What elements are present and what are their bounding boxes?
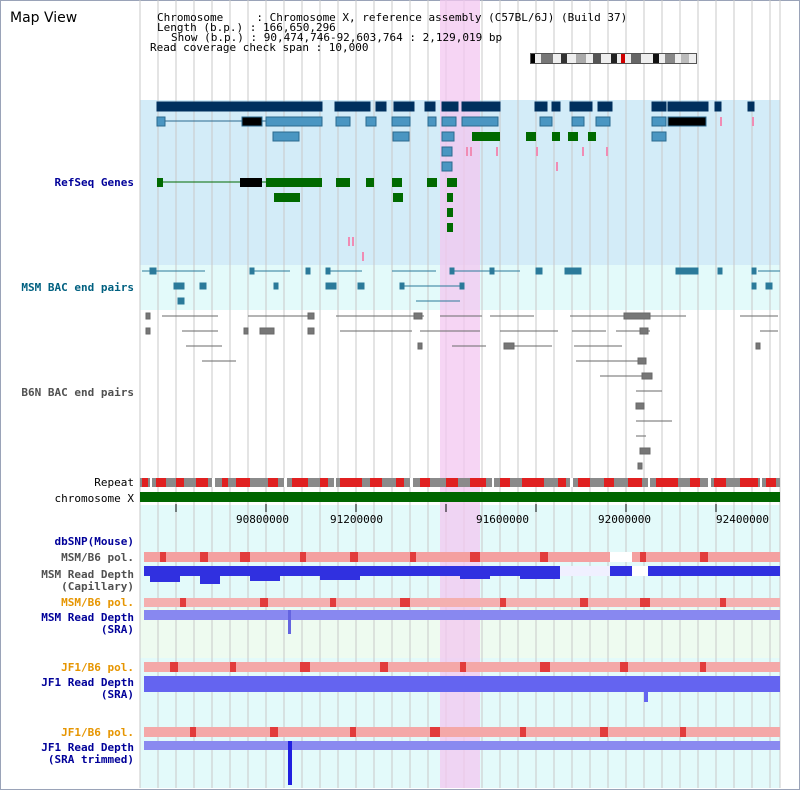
axis-tick-92400000: 92400000 [716, 513, 769, 526]
axis-tick-91200000: 91200000 [330, 513, 383, 526]
info-length: Length (b.p.) : 166,650,296 [157, 21, 336, 34]
msm-b6-pol-track-1 [144, 552, 780, 562]
repeat-track [140, 478, 780, 487]
track-label-jf1-b6-pol-1[interactable]: JF1/B6 pol. [61, 661, 134, 674]
selection-highlight[interactable] [440, 0, 480, 788]
track-label-msm-depth-cap-1[interactable]: MSM Read Depth [41, 568, 134, 581]
info-show: Show (b.p.) : 90,474,746-92,603,764 : 2,… [171, 31, 503, 44]
msm-read-depth-capillary [144, 566, 780, 576]
chromosome-ideogram[interactable] [530, 53, 697, 64]
chromosome-bar [140, 492, 780, 502]
msm-bac-pairs [142, 267, 780, 305]
track-label-msm-b6-pol-2[interactable]: MSM/B6 pol. [61, 596, 134, 609]
track-label-dbsnp[interactable]: dbSNP(Mouse) [54, 535, 134, 548]
page-title: Map View [10, 10, 78, 26]
track-label-jf1-depth-sra-1[interactable]: JF1 Read Depth [41, 676, 134, 689]
track-label-refseq[interactable]: RefSeq Genes [54, 176, 134, 189]
axis-tick-91600000: 91600000 [476, 513, 529, 526]
track-label-msm-depth-sra-1[interactable]: MSM Read Depth [41, 611, 134, 624]
track-label-msm-depth-cap-2[interactable]: (Capillary) [61, 580, 134, 593]
msm-read-depth-sra [144, 610, 780, 620]
track-label-jf1-depth-trim-1[interactable]: JF1 Read Depth [41, 741, 134, 754]
track-label-msm-depth-sra-2[interactable]: (SRA) [100, 623, 134, 636]
msm-b6-pol-track-2 [144, 598, 780, 607]
axis-tick-90800000: 90800000 [236, 513, 289, 526]
jf1-b6-pol-track-2 [144, 727, 780, 737]
track-label-chromosome: chromosome X [54, 492, 134, 505]
jf1-read-depth-trimmed [144, 741, 780, 750]
track-label-b6n-bac[interactable]: B6N BAC end pairs [21, 386, 134, 399]
track-label-jf1-depth-sra-2[interactable]: (SRA) [100, 688, 134, 701]
b6n-bac-pairs [145, 312, 778, 470]
info-chromosome: Chromosome : Chromosome X, reference ass… [157, 11, 628, 24]
track-label-repeat: Repeat [94, 476, 134, 489]
track-label-jf1-b6-pol-2[interactable]: JF1/B6 pol. [61, 726, 134, 739]
jf1-read-depth-sra [144, 676, 780, 692]
refseq-genes [156, 101, 755, 112]
track-label-msm-b6-pol-1[interactable]: MSM/B6 pol. [61, 551, 134, 564]
info-coverage-span: Read coverage check span : 10,000 [150, 41, 369, 54]
track-label-msm-bac[interactable]: MSM BAC end pairs [21, 281, 134, 294]
axis-tick-92000000: 92000000 [598, 513, 651, 526]
track-label-jf1-depth-trim-2[interactable]: (SRA trimmed) [47, 753, 134, 766]
